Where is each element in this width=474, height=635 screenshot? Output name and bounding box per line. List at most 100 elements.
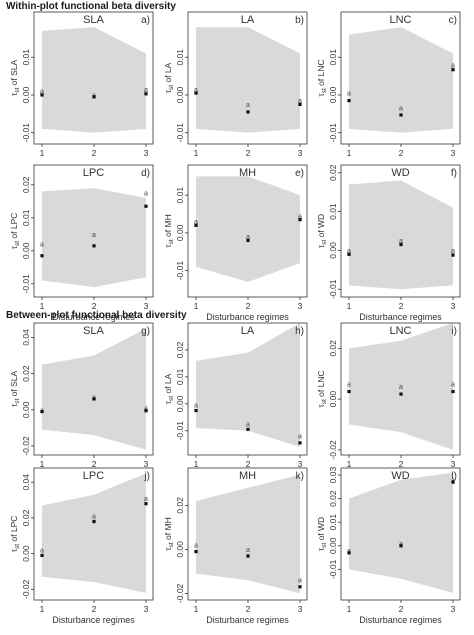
y-tick-label: 0.02 [175,497,185,514]
x-axis-label: Disturbance regimes [206,615,289,625]
observed-point [399,113,403,117]
null-envelope-band [196,176,300,282]
group-letter: a [144,191,148,198]
y-tick-label: 0.02 [21,509,31,526]
null-envelope-band [42,27,146,133]
y-tick-label: 0.01 [21,209,31,226]
group-letter: a [92,232,96,239]
null-envelope-band [196,27,300,133]
x-tick-label: 3 [298,301,303,311]
y-tick-label: -0.01 [175,421,185,441]
group-letter: a [451,62,455,69]
group-letter: a [40,242,44,249]
x-tick-label: 2 [399,459,404,469]
y-tick-label: 0.01 [328,203,338,220]
x-tick-label: 3 [298,459,303,469]
y-tick-label: -0.01 [328,123,338,143]
observed-point [144,92,148,96]
panel-title: SLA [83,325,104,337]
y-tick-label: 0.00 [21,86,31,103]
plot-frame [187,322,308,456]
x-tick-label: 2 [399,301,404,311]
group-letter: a [194,219,198,226]
group-letter: a [92,514,96,521]
y-tick-label: -0.01 [21,274,31,294]
y-axis-label: τst of SLA [9,371,21,408]
x-tick-label: 2 [246,459,251,469]
panel-letter: a) [141,15,150,26]
x-tick-label: 3 [451,604,456,614]
y-tick-label: 0.00 [328,391,338,408]
null-envelope-band [349,27,453,133]
panel-title: MH [239,470,256,482]
plot-frame [340,164,461,298]
group-letter: a [399,238,403,245]
observed-point [144,204,148,208]
y-tick-label: 0.00 [328,86,338,103]
x-tick-label: 3 [451,301,456,311]
panel-title: LA [241,325,255,337]
null-envelope-band [349,180,453,290]
y-axis-label: τst of LPC [9,213,21,250]
panel-title: LNC [389,325,411,337]
observed-point [451,389,455,394]
observed-point [40,410,44,414]
observed-point [40,93,44,97]
plot-frame [33,11,154,145]
x-tick-label: 1 [347,459,352,469]
group-letter: a [144,87,148,94]
x-tick-label: 1 [347,148,352,158]
x-tick-label: 2 [92,459,97,469]
x-tick-label: 2 [92,148,97,158]
group-letter: a [347,91,351,98]
y-tick-label: 0.00 [21,242,31,259]
group-letter: a [298,434,302,441]
observed-point [246,238,250,243]
observed-point [347,252,351,256]
y-tick-label: 0.03 [328,467,338,484]
observed-point [144,502,148,506]
plot-frame [187,467,308,601]
y-tick-label: -0.02 [21,436,31,456]
observed-point [246,554,250,558]
plot-frame [187,11,308,145]
plot-frame [340,11,461,145]
observed-point [298,102,302,106]
panel-title: LPC [83,167,104,179]
y-axis-label: τst of WD [316,517,328,551]
x-tick-label: 3 [298,148,303,158]
panel-title: WD [391,470,409,482]
group-letter: a [144,405,148,412]
x-tick-label: 1 [194,301,199,311]
x-tick-label: 3 [451,459,456,469]
y-tick-label: 0.01 [21,49,31,66]
observed-point [40,254,44,258]
group-letter: a [298,98,302,105]
y-tick-label: -0.02 [328,440,338,460]
x-tick-label: 2 [399,148,404,158]
panel-i: 1 2 3 -0.02 0.00 0.02 τst of LNC LNC i) a a a [316,322,461,469]
observed-point [246,427,250,432]
group-letter: a [194,403,198,410]
y-tick-label: -0.01 [175,123,185,143]
observed-point [347,551,351,555]
y-tick-label: 0.01 [328,514,338,531]
y-axis-label: τst of LNC [316,59,328,96]
y-tick-label: 0.00 [328,242,338,259]
x-tick-label: 1 [194,604,199,614]
panel-letter: c) [449,15,457,26]
y-axis-label: τst of MH [163,214,175,247]
observed-point [92,95,96,99]
group-letter: a [451,248,455,255]
null-envelope-band [349,323,453,450]
null-envelope-band [349,472,453,593]
plot-frame [33,467,154,601]
section-title-within: Within-plot functional beta diversity [6,1,176,12]
group-letter: a [347,248,351,255]
group-letter: a [40,89,44,96]
panel-j: 1 2 3 -0.02 0.00 0.02 0.04 τst of LPC LPC j) Distu… [9,467,154,625]
observed-point [92,244,96,248]
